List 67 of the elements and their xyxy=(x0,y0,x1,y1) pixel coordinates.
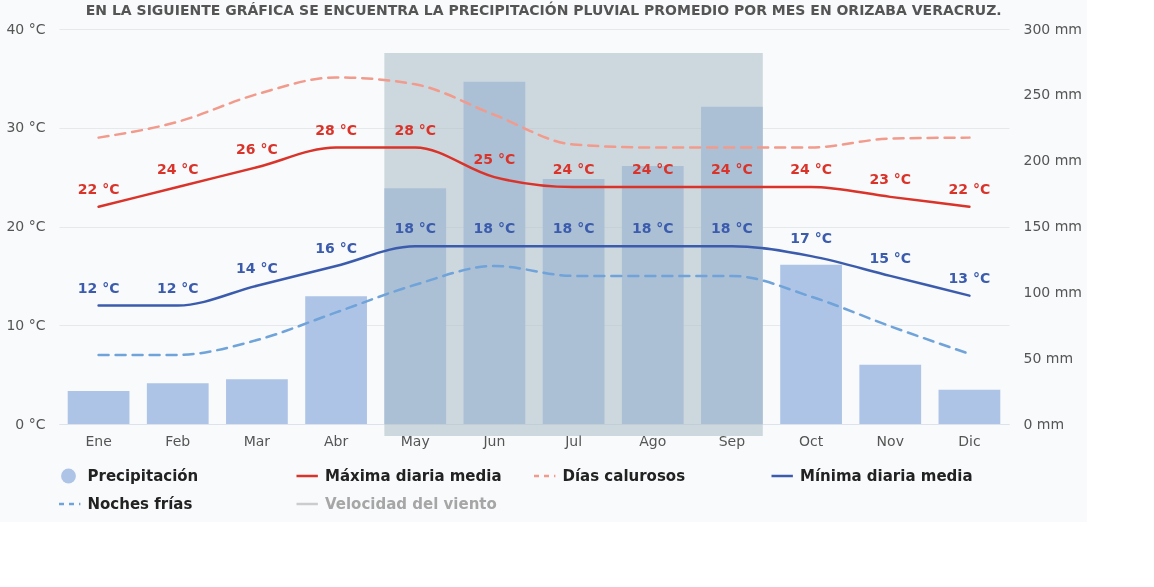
y2-tick-label: 250 mm xyxy=(1023,86,1082,103)
data-label: 28 °C xyxy=(315,121,357,138)
bar xyxy=(463,81,526,424)
bar xyxy=(701,106,763,424)
legend-label: Máxima diaria media xyxy=(325,467,502,485)
y-tick-label: 30 °C xyxy=(6,119,46,136)
legend-label: Días calurosos xyxy=(562,467,686,485)
legend-label: Mínima diaria media xyxy=(800,467,973,485)
x-tick-label: Nov xyxy=(876,432,904,449)
data-label: 14 °C xyxy=(236,259,278,276)
x-tick-label: Abr xyxy=(323,432,349,449)
data-label: 18 °C xyxy=(552,220,595,237)
legend-label: Precipitación xyxy=(87,467,199,485)
bar xyxy=(146,383,209,424)
bar xyxy=(226,379,288,424)
data-label: 13 °C xyxy=(948,269,991,286)
data-label: 24 °C xyxy=(552,161,595,177)
data-label: 22 °C xyxy=(948,180,991,197)
bar xyxy=(305,296,367,424)
x-tick-label: Dic xyxy=(958,432,981,449)
data-label: 16 °C xyxy=(315,240,357,256)
y-tick-label: 20 °C xyxy=(6,218,46,234)
data-label: 24 °C xyxy=(156,161,199,177)
data-label: 26 °C xyxy=(236,141,278,158)
x-tick-label: May xyxy=(400,432,430,449)
x-tick-label: Ago xyxy=(639,432,667,449)
data-label: 18 °C xyxy=(631,220,674,237)
data-label: 18 °C xyxy=(711,220,753,237)
y-tick-label: 40 °C xyxy=(6,20,46,37)
bar xyxy=(859,364,922,424)
x-tick-label: Oct xyxy=(798,432,824,449)
bar xyxy=(67,391,130,424)
y-tick-label: 0 °C xyxy=(15,415,46,432)
data-label: 24 °C xyxy=(631,161,674,177)
legend-label: Velocidad del viento xyxy=(325,495,497,513)
y-tick-label: 10 °C xyxy=(6,316,46,333)
data-label: 24 °C xyxy=(790,161,832,177)
x-tick-label: Ene xyxy=(85,432,112,449)
data-label: 22 °C xyxy=(77,180,120,197)
data-label: 12 °C xyxy=(156,279,199,296)
x-tick-label: Mar xyxy=(243,432,271,449)
x-tick-label: Jul xyxy=(564,432,583,449)
legend-label: Noches frías xyxy=(87,495,193,513)
data-label: 23 °C xyxy=(869,170,912,187)
y2-tick-label: 100 mm xyxy=(1023,283,1082,300)
y2-tick-label: 150 mm xyxy=(1023,218,1082,234)
data-label: 12 °C xyxy=(77,279,120,296)
data-label: 15 °C xyxy=(869,249,912,266)
y2-tick-label: 50 mm xyxy=(1023,349,1074,366)
y2-tick-label: 300 mm xyxy=(1023,20,1082,37)
x-tick-label: Jun xyxy=(482,432,506,449)
data-label: 18 °C xyxy=(394,220,437,237)
data-label: 25 °C xyxy=(473,151,516,168)
bar xyxy=(621,165,684,424)
y2-tick-label: 0 mm xyxy=(1023,415,1065,432)
bar xyxy=(384,188,447,424)
bar xyxy=(938,389,1001,424)
data-label: 28 °C xyxy=(394,121,437,138)
data-label: 17 °C xyxy=(790,230,832,247)
y2-tick-label: 200 mm xyxy=(1023,152,1082,169)
chart-title: EN LA SIGUIENTE GRÁFICA SE ENCUENTRA LA PRECIPITACIÓN PLUVIAL PROMEDIO POR MES EN ORIZABA VERACRUZ. xyxy=(85,1,1002,18)
x-tick-label: Sep xyxy=(718,432,746,449)
x-tick-label: Feb xyxy=(165,432,191,449)
bar xyxy=(780,264,842,424)
data-label: 24 °C xyxy=(711,161,753,177)
bar xyxy=(542,179,605,424)
data-label: 18 °C xyxy=(473,220,516,237)
